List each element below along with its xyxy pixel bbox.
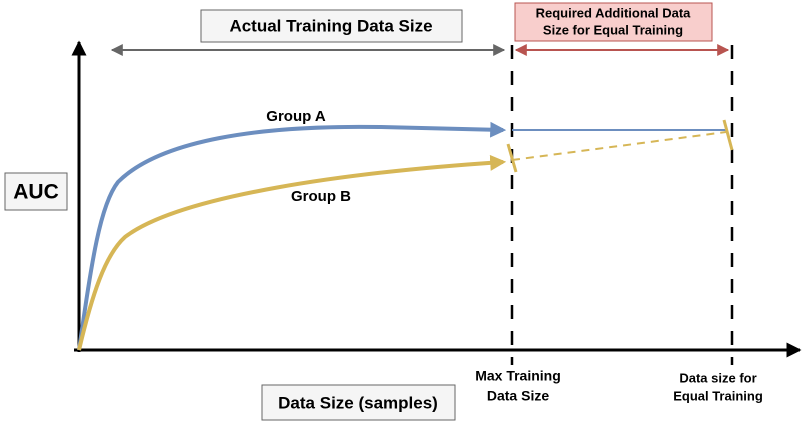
x-label-box [261, 384, 456, 421]
required-size-box [514, 2, 713, 42]
x-label: Data Size (samples) [278, 393, 438, 412]
group-b-label: Group B [291, 188, 351, 205]
actual-size-label: Actual Training Data Size [229, 16, 432, 35]
y-label-box [4, 172, 68, 211]
max-training-label: Data Size [487, 388, 549, 404]
y-label: AUC [13, 181, 59, 204]
group-b-extension [511, 131, 727, 161]
equal-training-label: Equal Training [673, 388, 763, 403]
required-size-label: Required Additional Data [536, 5, 692, 20]
equal-training-label: Data size for [679, 370, 756, 385]
equal-tick [722, 119, 734, 151]
required-size-label: Size for Equal Training [543, 22, 683, 37]
group-b-curve [77, 154, 507, 351]
group-b-tick [506, 143, 518, 173]
group-a-label: Group A [266, 108, 326, 125]
group-a-curve [77, 121, 507, 351]
max-training-label: Max Training [475, 368, 561, 384]
actual-size-box [200, 9, 463, 43]
